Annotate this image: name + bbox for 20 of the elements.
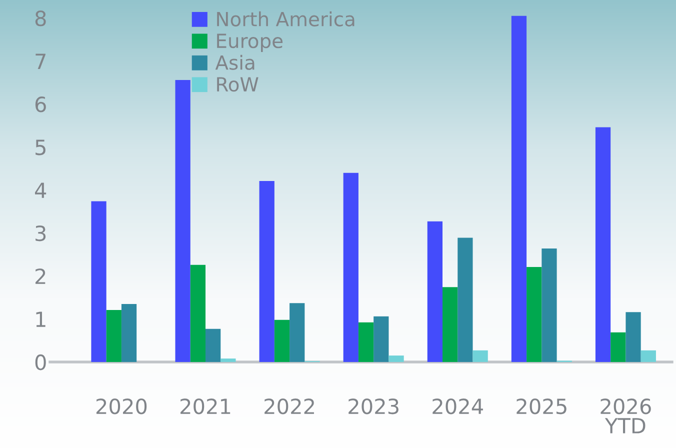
y-tick-label: 7	[36, 54, 46, 69]
legend-label: North America	[217, 11, 354, 26]
x-tick-label: 2026 YTD	[600, 398, 651, 434]
x-tick-label: 2023	[348, 398, 398, 414]
x-tick-label: 2024	[432, 398, 483, 414]
x-tick-label: 2021	[180, 398, 230, 414]
y-tick-label: 2	[36, 268, 46, 284]
legend-label: RoW	[217, 77, 258, 92]
y-tick-label: 8	[35, 10, 46, 26]
y-tick-label: 1	[36, 312, 46, 327]
y-tick-label: 3	[36, 225, 46, 242]
y-tick-label: 5	[36, 140, 46, 156]
y-tick-label: 6	[35, 96, 46, 112]
y-tick-label: 4	[35, 182, 46, 198]
x-tick-label: 2025	[516, 398, 566, 414]
x-tick-label: 2022	[264, 398, 314, 414]
x-tick-label: 2020	[96, 398, 147, 414]
legend-label: Asia	[215, 54, 254, 70]
legend-label: Europe	[217, 34, 283, 52]
y-tick-label: 0	[35, 354, 46, 370]
